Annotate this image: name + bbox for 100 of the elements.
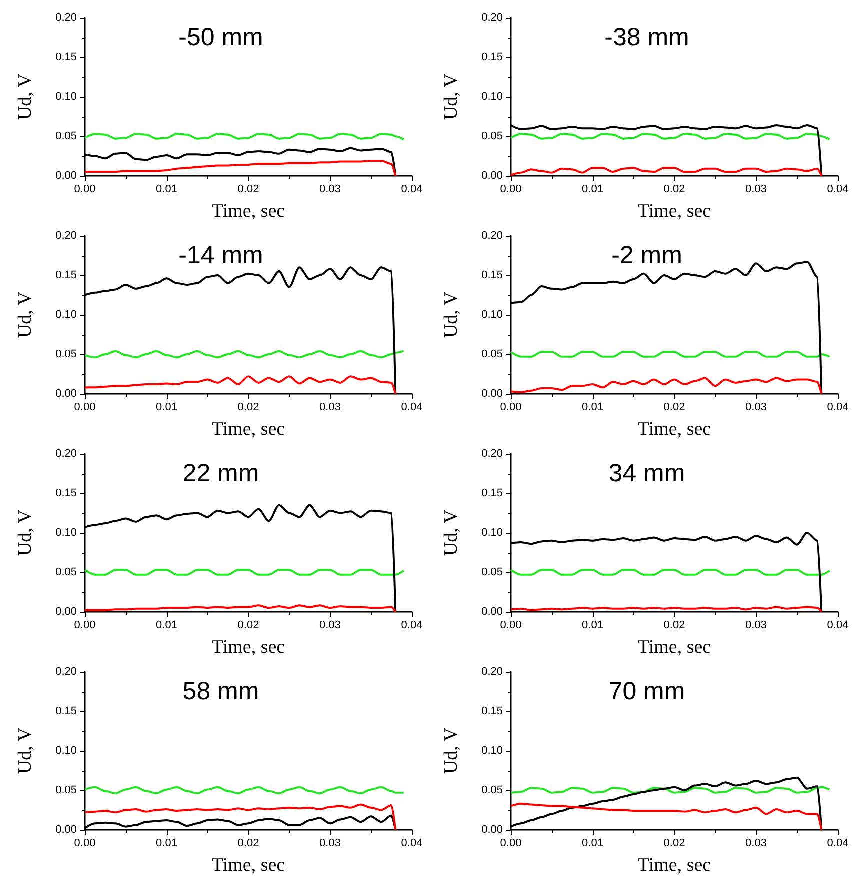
line-series [84, 160, 397, 177]
x-tick-label: 0.00 [74, 838, 96, 850]
x-tick-label: 0.04 [401, 838, 423, 850]
x-tick-label: 0.02 [664, 620, 686, 632]
y-tick-label: 0.10 [482, 91, 503, 103]
x-tick-label: 0.02 [238, 620, 260, 632]
x-tick-label: 0.01 [156, 620, 178, 632]
line-series [510, 377, 823, 395]
y-tick-label: 0.10 [482, 527, 503, 539]
x-tick-label: 0.01 [582, 402, 604, 414]
x-tick-label: 0.00 [500, 620, 522, 632]
x-tick-label: 0.00 [500, 184, 522, 196]
x-tick-label: 0.04 [827, 184, 849, 196]
x-tick-label: 0.04 [401, 184, 423, 196]
y-tick-label: 0.15 [56, 52, 77, 64]
y-axis-title: Ud, V [441, 728, 462, 774]
x-tick-label: 0.03 [746, 620, 767, 632]
y-axis-title: Ud, V [441, 510, 462, 556]
y-tick-label: 0.20 [56, 448, 77, 460]
chart-title: -38 mm [604, 24, 690, 52]
x-tick-label: 0.03 [320, 838, 341, 850]
x-tick-label: 0.01 [156, 184, 178, 196]
chart-title: -14 mm [178, 242, 264, 270]
x-tick-label: 0.00 [500, 402, 522, 414]
y-tick-label: 0.10 [56, 527, 77, 539]
line-series [510, 167, 823, 177]
x-tick-label: 0.02 [238, 184, 260, 196]
x-tick-label: 0.00 [74, 184, 96, 196]
x-tick-label: 0.02 [664, 838, 686, 850]
line-series [84, 786, 405, 795]
x-tick-label: 0.00 [74, 402, 96, 414]
x-tick-label: 0.03 [320, 620, 341, 632]
y-tick-label: 0.20 [482, 230, 503, 242]
y-tick-label: 0.10 [56, 309, 77, 321]
y-tick-label: 0.00 [482, 170, 503, 182]
y-tick-label: 0.10 [56, 745, 77, 757]
chart-title: 70 mm [608, 678, 686, 706]
y-tick-label: 0.00 [482, 388, 503, 400]
line-series [84, 604, 397, 613]
x-tick-label: 0.02 [238, 838, 260, 850]
x-tick-label: 0.00 [74, 620, 96, 632]
y-tick-label: 0.10 [56, 91, 77, 103]
y-tick-label: 0.15 [482, 706, 503, 718]
y-tick-label: 0.20 [482, 12, 503, 24]
y-tick-label: 0.20 [482, 448, 503, 460]
y-tick-label: 0.00 [56, 170, 77, 182]
x-tick-label: 0.04 [827, 620, 849, 632]
y-tick-label: 0.20 [56, 230, 77, 242]
y-tick-label: 0.20 [482, 666, 503, 678]
y-tick-label: 0.00 [56, 824, 77, 836]
y-axis-title: Ud, V [441, 74, 462, 120]
x-tick-label: 0.04 [401, 402, 423, 414]
x-tick-label: 0.03 [746, 184, 767, 196]
chart-title: -2 mm [612, 242, 682, 270]
line-series [84, 350, 405, 359]
x-tick-label: 0.03 [320, 402, 341, 414]
y-tick-label: 0.00 [482, 606, 503, 618]
y-tick-label: 0.10 [482, 745, 503, 757]
x-tick-label: 0.04 [827, 838, 849, 850]
x-tick-label: 0.03 [746, 402, 767, 414]
line-series [510, 802, 823, 831]
line-series [84, 376, 397, 395]
x-tick-label: 0.02 [664, 402, 686, 414]
y-tick-label: 0.05 [482, 784, 503, 796]
chart-title: 58 mm [182, 678, 260, 706]
chart-title: -50 mm [178, 24, 264, 52]
x-axis-title: Time, sec [212, 419, 286, 440]
x-tick-label: 0.01 [156, 402, 178, 414]
y-axis-title: Ud, V [15, 74, 36, 120]
y-tick-label: 0.05 [56, 784, 77, 796]
x-axis-title: Time, sec [212, 637, 286, 658]
x-tick-label: 0.02 [238, 402, 260, 414]
x-axis-title: Time, sec [638, 855, 712, 876]
x-tick-label: 0.01 [156, 838, 178, 850]
x-axis-title: Time, sec [212, 201, 286, 222]
y-tick-label: 0.00 [56, 388, 77, 400]
y-tick-label: 0.15 [56, 488, 77, 500]
y-tick-label: 0.15 [56, 270, 77, 282]
chart-title: 34 mm [608, 460, 686, 488]
x-tick-label: 0.04 [827, 402, 849, 414]
y-tick-label: 0.15 [56, 706, 77, 718]
y-tick-label: 0.15 [482, 52, 503, 64]
y-tick-label: 0.20 [56, 12, 77, 24]
x-tick-label: 0.04 [401, 620, 423, 632]
chart-title: 22 mm [182, 460, 260, 488]
y-tick-label: 0.15 [482, 488, 503, 500]
y-tick-label: 0.20 [56, 666, 77, 678]
x-tick-label: 0.00 [500, 838, 522, 850]
y-tick-label: 0.05 [56, 348, 77, 360]
x-tick-label: 0.03 [746, 838, 767, 850]
y-tick-label: 0.10 [482, 309, 503, 321]
x-axis-title: Time, sec [638, 637, 712, 658]
x-tick-label: 0.03 [320, 184, 341, 196]
y-tick-label: 0.15 [482, 270, 503, 282]
y-axis-title: Ud, V [441, 292, 462, 338]
x-tick-label: 0.01 [582, 184, 604, 196]
y-tick-label: 0.00 [56, 606, 77, 618]
x-tick-label: 0.01 [582, 838, 604, 850]
x-tick-label: 0.01 [582, 620, 604, 632]
y-tick-label: 0.05 [56, 130, 77, 142]
